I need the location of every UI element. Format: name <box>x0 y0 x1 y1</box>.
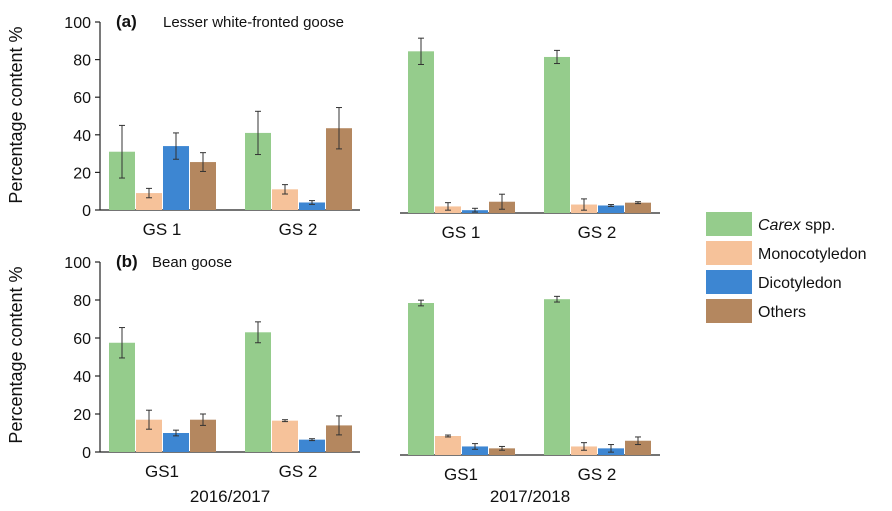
error-bar <box>309 200 315 205</box>
y-tick-label: 40 <box>73 128 91 145</box>
error-bar <box>255 110 261 156</box>
error-bar <box>472 207 478 213</box>
error-bar <box>499 445 505 451</box>
error-bar <box>336 107 342 150</box>
legend-item-mono: Monocotyledon <box>706 241 867 265</box>
error-bar <box>445 434 451 438</box>
error-bar <box>173 132 179 160</box>
legend-item-carex: Carex spp. <box>706 212 835 236</box>
legend-label: Carex spp. <box>758 217 835 234</box>
y-tick-label: 60 <box>73 90 91 107</box>
error-bar <box>309 438 315 442</box>
error-bar <box>146 187 152 199</box>
error-bar <box>282 184 288 195</box>
error-bar <box>119 327 125 359</box>
y-tick-label: 100 <box>64 255 91 272</box>
error-bar <box>635 436 641 446</box>
x-tick-label: GS 2 <box>279 220 318 239</box>
error-bar <box>499 193 505 210</box>
error-bar <box>336 415 342 436</box>
bar-dicotyledon-0 <box>163 433 189 452</box>
bar-carex-spp-0 <box>109 342 135 452</box>
x-tick-label: GS1 <box>444 465 478 484</box>
season-label-2017-2018: 2017/2018 <box>490 487 570 506</box>
y-axis-label: Percentage content % <box>6 266 26 443</box>
bar-carex-spp-3 <box>544 299 570 455</box>
y-tick-label: 100 <box>64 15 91 32</box>
x-tick-label: GS 2 <box>578 465 617 484</box>
x-tick-label: GS 2 <box>279 462 318 481</box>
x-tick-label: GS 2 <box>578 223 617 242</box>
error-bar <box>554 49 560 65</box>
legend-swatch <box>706 212 752 236</box>
y-tick-label: 60 <box>73 331 91 348</box>
panel-title: Lesser white-fronted goose <box>163 14 344 31</box>
x-tick-label: GS1 <box>145 462 179 481</box>
panel-title: Bean goose <box>152 254 232 271</box>
error-bar <box>255 321 261 344</box>
bar-others-2 <box>489 448 515 455</box>
error-bar <box>554 295 560 303</box>
error-bar <box>581 198 587 211</box>
error-bar <box>472 443 478 450</box>
panel-label: (b) <box>116 252 138 271</box>
error-bar <box>173 429 179 437</box>
y-tick-label: 20 <box>73 165 91 182</box>
error-bar <box>635 201 641 205</box>
error-bar <box>608 444 614 453</box>
y-tick-label: 80 <box>73 53 91 70</box>
season-label-2016-2017: 2016/2017 <box>190 487 270 506</box>
legend-swatch <box>706 241 752 265</box>
error-bar <box>200 152 206 172</box>
error-bar <box>418 37 424 65</box>
error-bar <box>608 204 614 207</box>
x-tick-label: GS 1 <box>442 223 481 242</box>
x-tick-label: GS 1 <box>143 220 182 239</box>
error-bar <box>200 413 206 426</box>
legend: Carex spp. Monocotyledon Dicotyledon Others <box>706 212 867 323</box>
error-bar <box>146 409 152 430</box>
legend-swatch <box>706 270 752 294</box>
bar-dicotyledon-3 <box>598 205 624 213</box>
bar-dicotyledon-1 <box>299 439 325 452</box>
season-labels: 2016/2017 2017/2018 <box>190 487 570 506</box>
legend-swatch <box>706 299 752 323</box>
bar-carex-spp-3 <box>544 56 570 214</box>
bar-monocotyledon-1 <box>272 189 298 210</box>
bar-carex-spp-2 <box>408 303 434 455</box>
panel-1: 0 20 40 60 80 100 Percentage content % (b) Bean … <box>6 252 660 484</box>
bar-dicotyledon-2 <box>462 446 488 455</box>
y-tick-label: 40 <box>73 369 91 386</box>
legend-label: Monocotyledon <box>758 246 867 263</box>
y-tick-label: 20 <box>73 407 91 424</box>
chart-panels: 0 20 40 60 80 100 Percentage content % (a) Lesse… <box>6 12 660 484</box>
bar-dicotyledon-1 <box>299 202 325 210</box>
y-tick-label: 0 <box>82 445 91 462</box>
panel-label: (a) <box>116 12 137 31</box>
y-axis-label: Percentage content % <box>6 26 26 203</box>
y-tick-label: 0 <box>82 203 91 220</box>
error-bar <box>282 419 288 423</box>
bar-monocotyledon-2 <box>435 436 461 455</box>
bar-monocotyledon-0 <box>136 193 162 210</box>
bar-carex-spp-2 <box>408 51 434 213</box>
y-tick-label: 80 <box>73 293 91 310</box>
bar-others-3 <box>625 202 651 213</box>
legend-label: Others <box>758 304 806 321</box>
legend-item-dico: Dicotyledon <box>706 270 842 294</box>
panel-0: 0 20 40 60 80 100 Percentage content % (a) Lesse… <box>6 12 660 242</box>
error-bar <box>418 299 424 307</box>
bar-others-3 <box>625 440 651 455</box>
error-bar <box>581 442 587 451</box>
legend-label: Dicotyledon <box>758 275 842 292</box>
error-bar <box>119 124 125 179</box>
error-bar <box>445 202 451 211</box>
legend-item-others: Others <box>706 299 806 323</box>
bar-carex-spp-1 <box>245 332 271 452</box>
bar-monocotyledon-1 <box>272 420 298 452</box>
